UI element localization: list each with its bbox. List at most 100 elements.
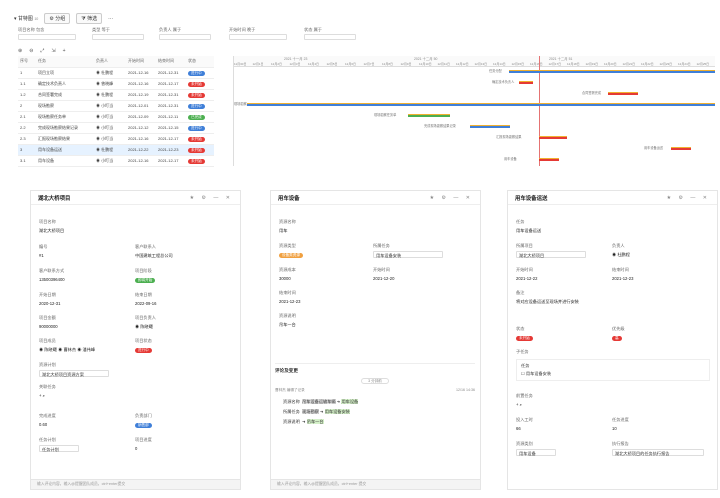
- field-start[interactable]: 开始时间 2021-12-20: [373, 267, 395, 281]
- cell-task: 用车设备: [36, 155, 94, 167]
- field-priority[interactable]: 优先级高: [612, 326, 625, 341]
- field-stage[interactable]: 项目阶段 即将开始: [135, 268, 156, 283]
- gantt-bar[interactable]: [539, 158, 559, 161]
- zoom-in-icon[interactable]: ⊕: [18, 48, 23, 54]
- field-hours[interactable]: 投入工时 66: [516, 417, 533, 431]
- field-task-progress[interactable]: 任务进度 10: [612, 417, 629, 431]
- filter-bar: 项目名称 包含 类型 等于 负责人 属于 开始时间 晚于 状态 属于: [14, 27, 714, 45]
- field-start-date[interactable]: 开始日期 2020-12-31: [39, 292, 61, 306]
- field-project[interactable]: 所属项目 湖北大桥项目: [516, 243, 586, 258]
- table-row[interactable]: 2.2 完成现场勘察结果记录 ◉ 小叮当 2021-12-12 2021-12-15 进行…: [18, 122, 214, 134]
- comment-input[interactable]: 输入评论内容，输入@提醒团队成员，ctrl+enter 提交: [271, 479, 480, 489]
- field-contact[interactable]: 客户联系人 中国建筑工程总公司: [135, 244, 173, 258]
- field-no[interactable]: 编号 #1: [39, 244, 48, 258]
- gantt-bar[interactable]: [509, 70, 715, 73]
- field-amount[interactable]: 项目金额 90000000: [39, 315, 58, 329]
- gantt-bar[interactable]: [608, 92, 638, 95]
- view-toolbar: ▾ 甘特图 10 ⚙ 分组 ⧩ 筛选 ···: [14, 13, 113, 24]
- gantt-bar[interactable]: [470, 125, 510, 128]
- cell-status: 未开始: [186, 78, 214, 90]
- field-progress[interactable]: 完成进度 0.60: [39, 413, 56, 427]
- field-report[interactable]: 执行报告 湖北大桥项目的任务执行报告: [612, 441, 704, 456]
- field-task-plan[interactable]: 任务计划 任务计划: [39, 437, 79, 452]
- field-end[interactable]: 结束时间 2021-12-23: [612, 267, 634, 281]
- filter-owner[interactable]: 负责人 属于: [159, 27, 211, 40]
- gantt-bar-label: 用车设备运送: [644, 146, 664, 150]
- filter-status[interactable]: 状态 属于: [304, 27, 356, 40]
- filter-start-time[interactable]: 开始时间 晚于: [229, 27, 287, 40]
- cell-owner: ◉ 小叮当: [94, 122, 126, 134]
- table-row[interactable]: 1.2 合同签署完成 ◉ 杜鹏程 2021-12-19 2021-12-31 未开始: [18, 89, 214, 101]
- fit-icon[interactable]: ⤢: [40, 48, 45, 54]
- more-icon[interactable]: ···: [108, 15, 114, 22]
- comment-input[interactable]: 输入评论内容，输入@提醒团队成员，ctrl+enter提交: [31, 479, 240, 489]
- gantt-bar[interactable]: [247, 103, 715, 106]
- field-resource-plan[interactable]: 资源计划 湖北大桥项目资源方案: [39, 362, 109, 377]
- day-label: 12月3日: [289, 62, 301, 66]
- field-project-progress[interactable]: 项目进度 0: [135, 437, 152, 451]
- panel-tools[interactable]: ★ ⚙ — ✕: [429, 194, 473, 201]
- gantt-bar[interactable]: [408, 114, 450, 117]
- table-row[interactable]: 2 现场勘察 ◉ 小叮当 2021-12-01 2021-12-31 进行中: [18, 100, 214, 112]
- field-task[interactable]: 所属任务 用车设备安装: [373, 243, 443, 258]
- field-subtasks[interactable]: 子任务 任务 ☐ 用车设备安装: [516, 349, 710, 381]
- filter-project-name[interactable]: 项目名称 包含: [18, 27, 76, 40]
- field-members[interactable]: 项目成员 ◉ 陈晓曦 ◉ 曹林杰 ◉ 潘伟峰: [39, 338, 96, 352]
- task-grid: 序号 任务 负责人 开始时间 结束时间 状态 1 项目立项 ◉ 杜鹏程 2021-12…: [18, 56, 214, 167]
- field-owner[interactable]: 负责人 ◉ 杜鹏程: [612, 243, 630, 257]
- col-start: 开始时间: [126, 56, 156, 68]
- table-row[interactable]: 3.1 用车设备 ◉ 小叮当 2021-12-16 2021-12-17 未开始: [18, 155, 214, 167]
- month-label: 2021 十二月 50: [414, 57, 438, 61]
- panel-title: 用车设备: [278, 195, 300, 202]
- field-resource-name[interactable]: 资源名称 用车: [279, 219, 296, 233]
- field-start[interactable]: 开始时间 2021-12-22: [516, 267, 538, 281]
- panel-tools[interactable]: ★ ⚙ — ✕: [189, 194, 233, 201]
- day-label: 12月21日: [622, 62, 636, 66]
- table-row[interactable]: 2.1 现场勘察任务单 ◉ 小叮当 2021-12-09 2021-12-11 已完成: [18, 111, 214, 123]
- record-panel-task: 用车设备运送 ★ ⚙ — ✕ 任务 用车设备运送 所属项目 湖北大桥项目 负责人 ◉ …: [507, 190, 718, 490]
- cell-task: 现场勘察任务单: [36, 111, 94, 123]
- filter-button[interactable]: ⧩ 筛选: [76, 13, 103, 24]
- add-icon[interactable]: +: [62, 48, 66, 54]
- table-row[interactable]: 3 用车设备运送 ◉ 杜鹏程 2021-12-22 2021-12-23 未开始: [18, 144, 214, 156]
- field-desc[interactable]: 资源说明 吊车一台: [279, 313, 296, 327]
- field-end[interactable]: 结束时间 2021-12-23: [279, 290, 301, 304]
- table-row[interactable]: 1.1 确定技术负责人 ◉ 曾晓峰 2021-12-16 2021-12-17 未开始: [18, 78, 214, 90]
- filter-type[interactable]: 类型 等于: [92, 27, 144, 40]
- field-remark[interactable]: 备注 将对应设备运送至现场并进行安装: [516, 290, 579, 304]
- gantt-bar[interactable]: [539, 136, 567, 139]
- field-project-name[interactable]: 项目名称 湖北大桥项目: [39, 219, 65, 233]
- cell-owner: ◉ 杜鹏程: [94, 89, 126, 101]
- field-dept[interactable]: 负责部门 销售部: [135, 413, 152, 428]
- field-resource-type[interactable]: 资源类型 设备类资源: [279, 243, 303, 258]
- cell-end: 2021-12-31: [156, 89, 186, 101]
- cell-task: 用车设备运送: [36, 144, 94, 156]
- group-button[interactable]: ⚙ 分组: [44, 13, 71, 24]
- col-no: 序号: [18, 56, 36, 68]
- gantt-tools: ⊕ ⊖ ⤢ ⇲ +: [18, 48, 66, 54]
- table-row[interactable]: 2.3 汇报现场勘察结果 ◉ 小叮当 2021-12-16 2021-12-17 未开始: [18, 133, 214, 145]
- owner-name: 小叮当: [101, 135, 114, 141]
- gantt-bar[interactable]: [519, 81, 533, 84]
- table-row[interactable]: 1 项目立项 ◉ 杜鹏程 2021-12-16 2021-12-31 进行中: [18, 67, 214, 79]
- field-predecessor[interactable]: 前置任务 + ⌕: [516, 393, 533, 407]
- field-end-date[interactable]: 结束日期 2022-09-16: [135, 292, 157, 306]
- day-label: 12月15日: [511, 62, 525, 66]
- field-status[interactable]: 状态 未开始: [516, 326, 533, 341]
- expand-icon[interactable]: ⇲: [51, 48, 56, 54]
- field-related-tasks[interactable]: 关联任务 + ⌕: [39, 384, 56, 398]
- zoom-out-icon[interactable]: ⊖: [29, 48, 34, 54]
- log-row: 所属任务 现场勘察 ➜ 用车设备安装: [283, 409, 350, 414]
- view-switch[interactable]: ▾ 甘特图 10: [14, 16, 39, 22]
- field-phone[interactable]: 客户联系方式 13500396400: [39, 268, 65, 282]
- field-resource-class[interactable]: 资源类别 用车设备: [516, 441, 556, 456]
- field-task[interactable]: 任务 用车设备运送: [516, 219, 542, 233]
- panel-tools[interactable]: ★ ⚙ — ✕: [666, 194, 710, 201]
- cell-start: 2021-12-16: [126, 133, 156, 145]
- field-status[interactable]: 项目状态 进行中: [135, 338, 152, 353]
- field-cost[interactable]: 资源成本 30000: [279, 267, 296, 281]
- cell-start: 2021-12-12: [126, 122, 156, 134]
- gantt-bar[interactable]: [671, 147, 691, 150]
- cell-owner: ◉ 曾晓峰: [94, 78, 126, 90]
- field-leader[interactable]: 项目负责人 ◉ 陈晓曦: [135, 315, 156, 329]
